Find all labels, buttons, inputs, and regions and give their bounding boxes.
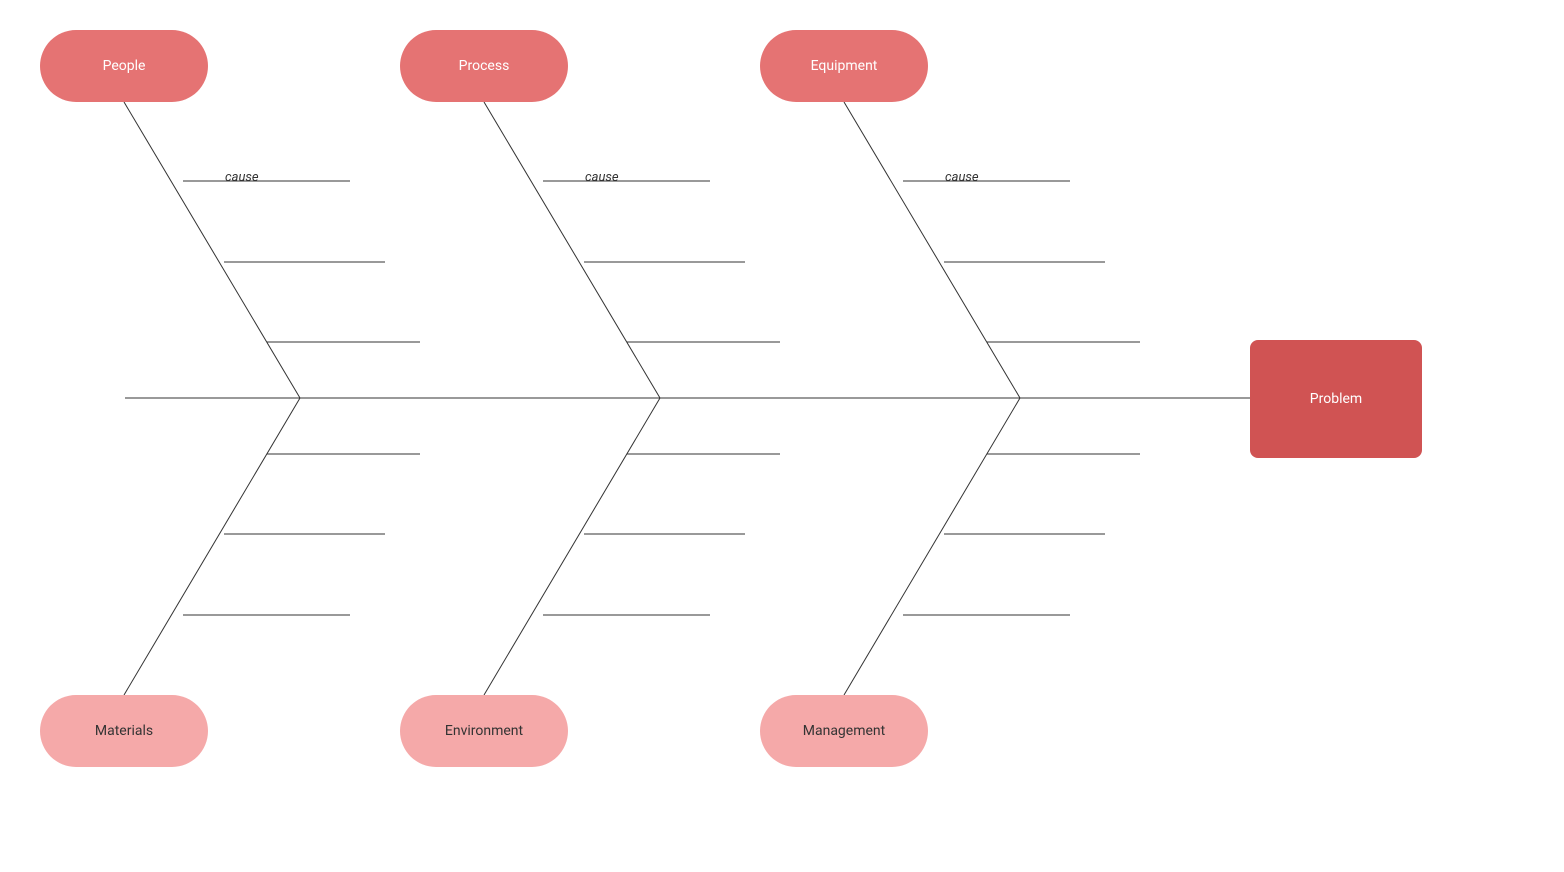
cause-label: cause <box>225 170 259 185</box>
category-equipment: Equipment <box>760 30 928 102</box>
cause-label: cause <box>945 170 979 185</box>
category-management: Management <box>760 695 928 767</box>
category-process: Process <box>400 30 568 102</box>
category-environment: Environment <box>400 695 568 767</box>
cause-label: cause <box>585 170 619 185</box>
category-materials: Materials <box>40 695 208 767</box>
category-people: People <box>40 30 208 102</box>
problem-box: Problem <box>1250 340 1422 458</box>
